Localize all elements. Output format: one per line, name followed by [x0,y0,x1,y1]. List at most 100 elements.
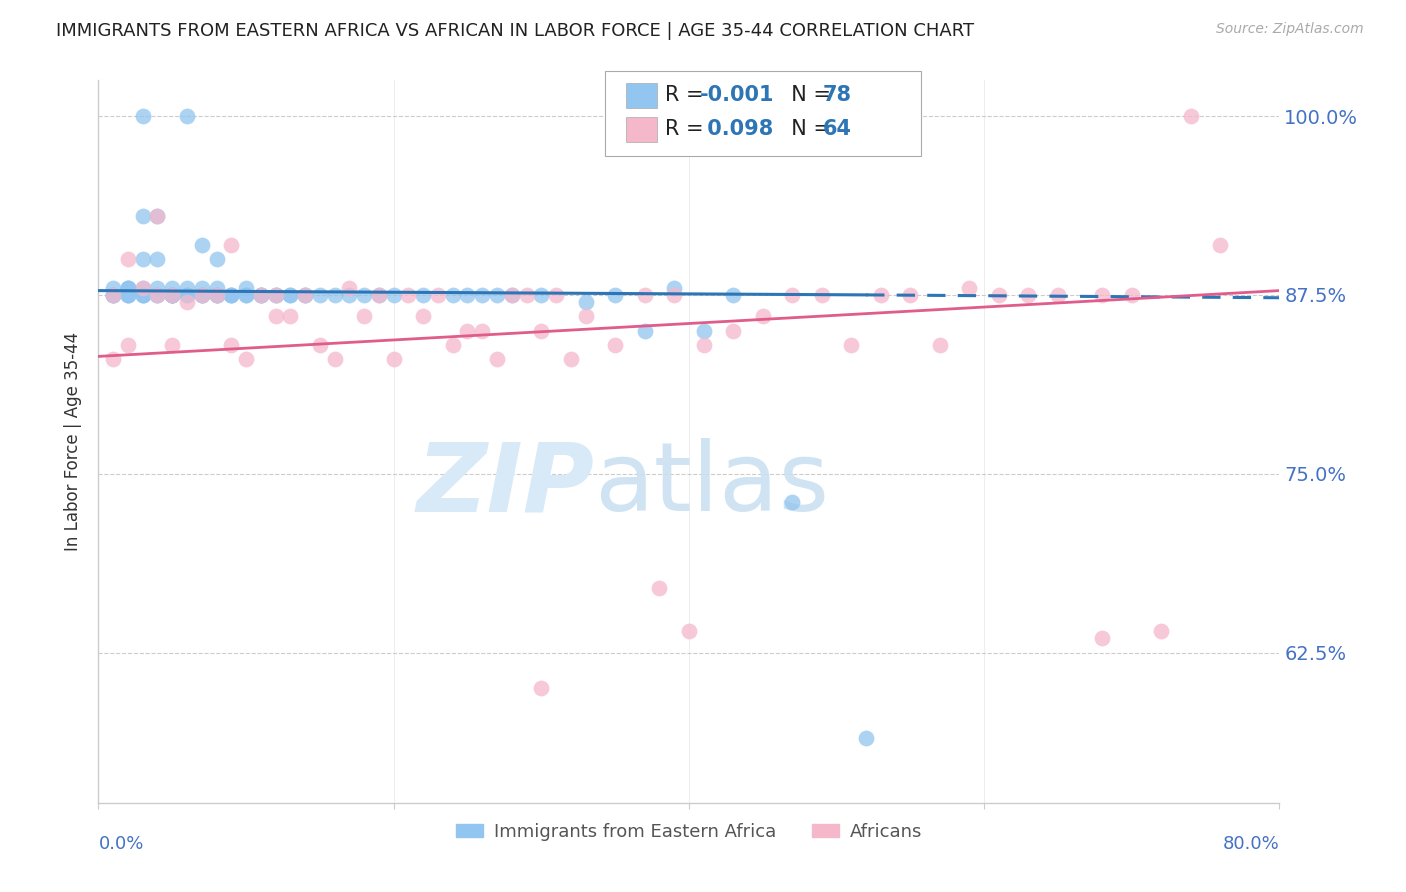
Point [634,324,657,338]
Point [575,295,598,310]
Point [162,288,183,302]
Point [191,281,214,295]
Point [132,288,155,302]
Point [546,288,568,302]
Point [560,352,582,367]
Point [988,288,1011,302]
Point [176,295,198,310]
Point [1180,109,1202,123]
Point [339,281,361,295]
Point [693,338,716,352]
Point [205,288,228,302]
Point [117,338,139,352]
Point [382,352,405,367]
Point [117,252,139,266]
Text: R =: R = [665,86,710,105]
Point [103,288,125,302]
Point [530,324,553,338]
Point [1018,288,1040,302]
Point [368,288,391,302]
Point [280,288,302,302]
Point [486,288,509,302]
Point [205,288,228,302]
Text: N =: N = [778,120,837,139]
Point [605,338,627,352]
Point [250,288,273,302]
Point [339,288,361,302]
Point [176,281,198,295]
Point [162,288,183,302]
Point [191,237,214,252]
Point [250,288,273,302]
Point [664,281,686,295]
Point [929,338,952,352]
Point [117,281,139,295]
Point [486,352,509,367]
Point [280,288,302,302]
Point [427,288,450,302]
Text: -0.001: -0.001 [700,86,775,105]
Point [146,209,169,223]
Point [294,288,316,302]
Point [280,310,302,324]
Point [176,288,198,302]
Point [855,731,877,746]
Point [294,288,316,302]
Text: Source: ZipAtlas.com: Source: ZipAtlas.com [1216,22,1364,37]
Point [664,288,686,302]
Text: IMMIGRANTS FROM EASTERN AFRICA VS AFRICAN IN LABOR FORCE | AGE 35-44 CORRELATION: IMMIGRANTS FROM EASTERN AFRICA VS AFRICA… [56,22,974,40]
Point [235,288,257,302]
Text: 78: 78 [823,86,852,105]
Point [501,288,523,302]
Point [103,281,125,295]
Point [162,338,183,352]
Point [870,288,893,302]
Point [575,310,598,324]
Point [132,288,155,302]
Point [309,288,332,302]
Point [205,288,228,302]
Point [146,252,169,266]
Point [117,281,139,295]
Point [132,252,155,266]
Point [323,288,346,302]
Point [441,288,464,302]
Point [205,252,228,266]
Point [162,288,183,302]
Point [530,681,553,696]
Text: 80.0%: 80.0% [1223,835,1279,854]
Point [176,288,198,302]
Point [221,288,243,302]
Text: atlas: atlas [595,438,830,532]
Point [471,288,494,302]
Point [412,288,434,302]
Point [146,288,169,302]
Point [264,288,287,302]
Point [634,288,657,302]
Point [959,281,981,295]
Point [162,288,183,302]
Point [441,338,464,352]
Point [1150,624,1173,639]
Point [264,288,287,302]
Point [250,288,273,302]
Text: 0.0%: 0.0% [98,835,143,854]
Point [782,288,804,302]
Point [723,288,745,302]
Point [146,281,169,295]
Point [1209,237,1232,252]
Point [191,288,214,302]
Point [353,310,375,324]
Point [501,288,523,302]
Point [162,281,183,295]
Point [294,288,316,302]
Point [103,288,125,302]
Point [752,310,775,324]
Point [264,310,287,324]
Point [103,288,125,302]
Point [117,288,139,302]
Point [398,288,420,302]
Point [162,288,183,302]
Point [1046,288,1070,302]
Point [605,288,627,302]
